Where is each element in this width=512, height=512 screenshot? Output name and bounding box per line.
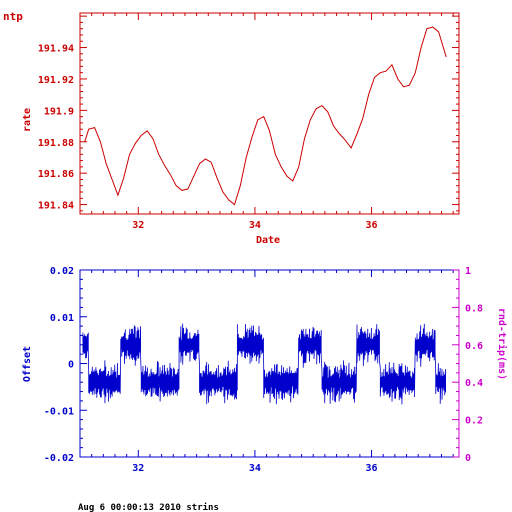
offset-x-tick-label: 34 — [249, 463, 261, 474]
offset-x-tick-label: 32 — [132, 463, 144, 474]
rate-series-line — [84, 26, 447, 206]
rate-y-tick-label: 191.94 — [38, 44, 74, 55]
rate-y-axis-label: rate — [22, 108, 33, 132]
rate-x-axis-label: Date — [256, 235, 280, 246]
rate-y-tick-label: 191.88 — [38, 138, 74, 149]
rate-plot-frame — [79, 12, 460, 215]
offset-series-line — [82, 323, 446, 405]
offset-y-tick-label: 0.02 — [50, 266, 74, 277]
rate-x-tick-label: 32 — [132, 220, 144, 231]
rtt-y-tick-label: 1 — [465, 266, 471, 277]
rtt-y-tick-label: 0.6 — [465, 341, 483, 352]
rate-axis-ticks — [80, 13, 459, 214]
footer-timestamp: Aug 6 00:00:13 2010 strins — [78, 502, 219, 512]
offset-x-tick-label: 36 — [366, 463, 378, 474]
rate-x-tick-label: 36 — [366, 220, 378, 231]
offset-y-axis-label: Offset — [22, 346, 33, 382]
rate-y-tick-label: 191.86 — [38, 169, 74, 180]
offset-y-tick-label: 0 — [68, 360, 74, 371]
rtt-y-tick-label: 0 — [465, 453, 471, 464]
rate-y-tick-label: 191.84 — [38, 201, 74, 212]
offset-axis-labels: 32 34 36 -0.02 -0.01 0 0.01 0.02 0 0.2 0.4 0.6 0.8 1 — [44, 266, 483, 474]
rtt-y-tick-label: 0.2 — [465, 416, 483, 427]
offset-y-tick-label: 0.01 — [50, 313, 74, 324]
rate-y-tick-label: 191.9 — [44, 106, 74, 117]
offset-axis-ticks — [80, 269, 459, 458]
rtt-y-axis-label: rnd-trip(ms) — [496, 308, 508, 380]
rtt-y-tick-label: 0.8 — [465, 303, 483, 314]
offset-y-tick-label: -0.02 — [44, 453, 74, 464]
page-title: ntp — [3, 10, 23, 23]
rate-axis-labels: 32 34 36 191.84 191.86 191.88 191.9 191.92 191.9… — [38, 44, 378, 231]
rtt-y-tick-label: 0.4 — [465, 378, 483, 389]
rate-y-tick-label: 191.92 — [38, 75, 74, 86]
offset-y-tick-label: -0.01 — [44, 406, 74, 417]
rate-x-tick-label: 34 — [249, 220, 261, 231]
